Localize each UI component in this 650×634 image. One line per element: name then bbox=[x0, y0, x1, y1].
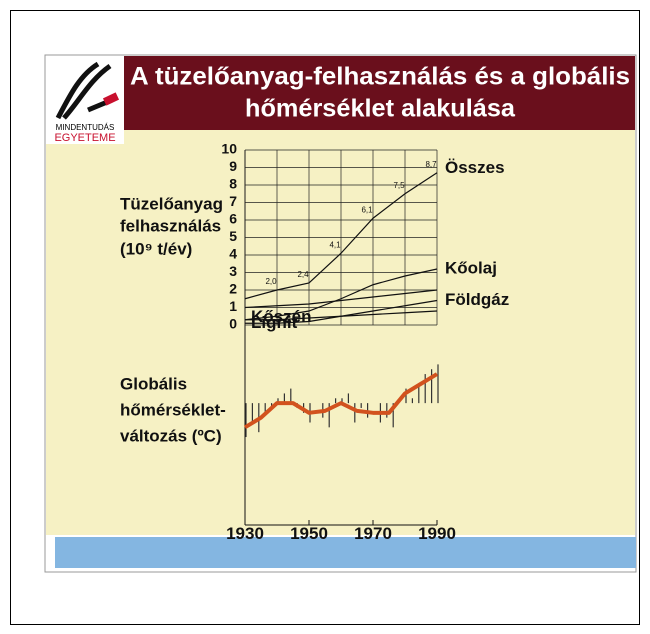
y-tick-label: 2 bbox=[229, 281, 237, 297]
data-label: 8,7 bbox=[425, 160, 437, 169]
series-label: Kőszén bbox=[251, 307, 311, 326]
y-axis-label: (10⁹ t/év) bbox=[120, 239, 192, 258]
chart-title: A tüzelőanyag-felhasználás és a globális bbox=[130, 63, 630, 91]
frame bbox=[10, 10, 640, 625]
y-tick-label: 1 bbox=[229, 298, 237, 314]
data-label: 2,0 bbox=[265, 277, 277, 286]
title-band bbox=[46, 56, 635, 130]
y-tick-label: 7 bbox=[229, 193, 237, 209]
y-axis-label: Tüzelőanyag bbox=[120, 194, 223, 213]
x-tick-label: 1970 bbox=[354, 524, 392, 543]
series-label: Összes bbox=[445, 158, 505, 177]
logo-text: EGYETEME bbox=[54, 132, 115, 144]
y-tick-label: 3 bbox=[229, 263, 237, 279]
series-line bbox=[245, 310, 438, 321]
data-label: 2,4 bbox=[297, 270, 309, 279]
series-label: Kőolaj bbox=[445, 258, 497, 277]
footer-band bbox=[55, 537, 636, 568]
y-tick-label: 0 bbox=[229, 316, 237, 332]
data-label: 7,5 bbox=[393, 181, 405, 190]
series-line bbox=[244, 268, 438, 321]
chart-area bbox=[46, 130, 635, 535]
y2-axis-label: változás (ºC) bbox=[120, 426, 222, 445]
y2-axis-label: Globális bbox=[120, 374, 187, 393]
series-line bbox=[244, 289, 438, 309]
x-tick-label: 1990 bbox=[418, 524, 456, 543]
y-tick-label: 6 bbox=[229, 211, 237, 227]
series-label: Lignit bbox=[251, 313, 298, 332]
y-tick-label: 10 bbox=[221, 141, 237, 157]
y-tick-label: 5 bbox=[229, 228, 237, 244]
data-label: 4,1 bbox=[329, 240, 341, 249]
chart-title: hőmérséklet alakulása bbox=[245, 95, 516, 123]
series-line bbox=[244, 172, 438, 300]
y-tick-label: 9 bbox=[229, 158, 237, 174]
series-label: Földgáz bbox=[445, 290, 509, 309]
y-tick-label: 8 bbox=[229, 176, 237, 192]
temperature-line bbox=[243, 372, 439, 430]
logo-accent bbox=[102, 92, 120, 106]
y-tick-label: 4 bbox=[229, 246, 237, 262]
x-tick-label: 1950 bbox=[290, 524, 328, 543]
y2-axis-label: hőmérséklet- bbox=[120, 400, 226, 419]
y-axis-label: felhasználás bbox=[120, 216, 221, 235]
logo-text: MINDENTUDÁS bbox=[56, 123, 115, 132]
x-tick-label: 1930 bbox=[226, 524, 264, 543]
data-label: 6,1 bbox=[361, 205, 373, 214]
